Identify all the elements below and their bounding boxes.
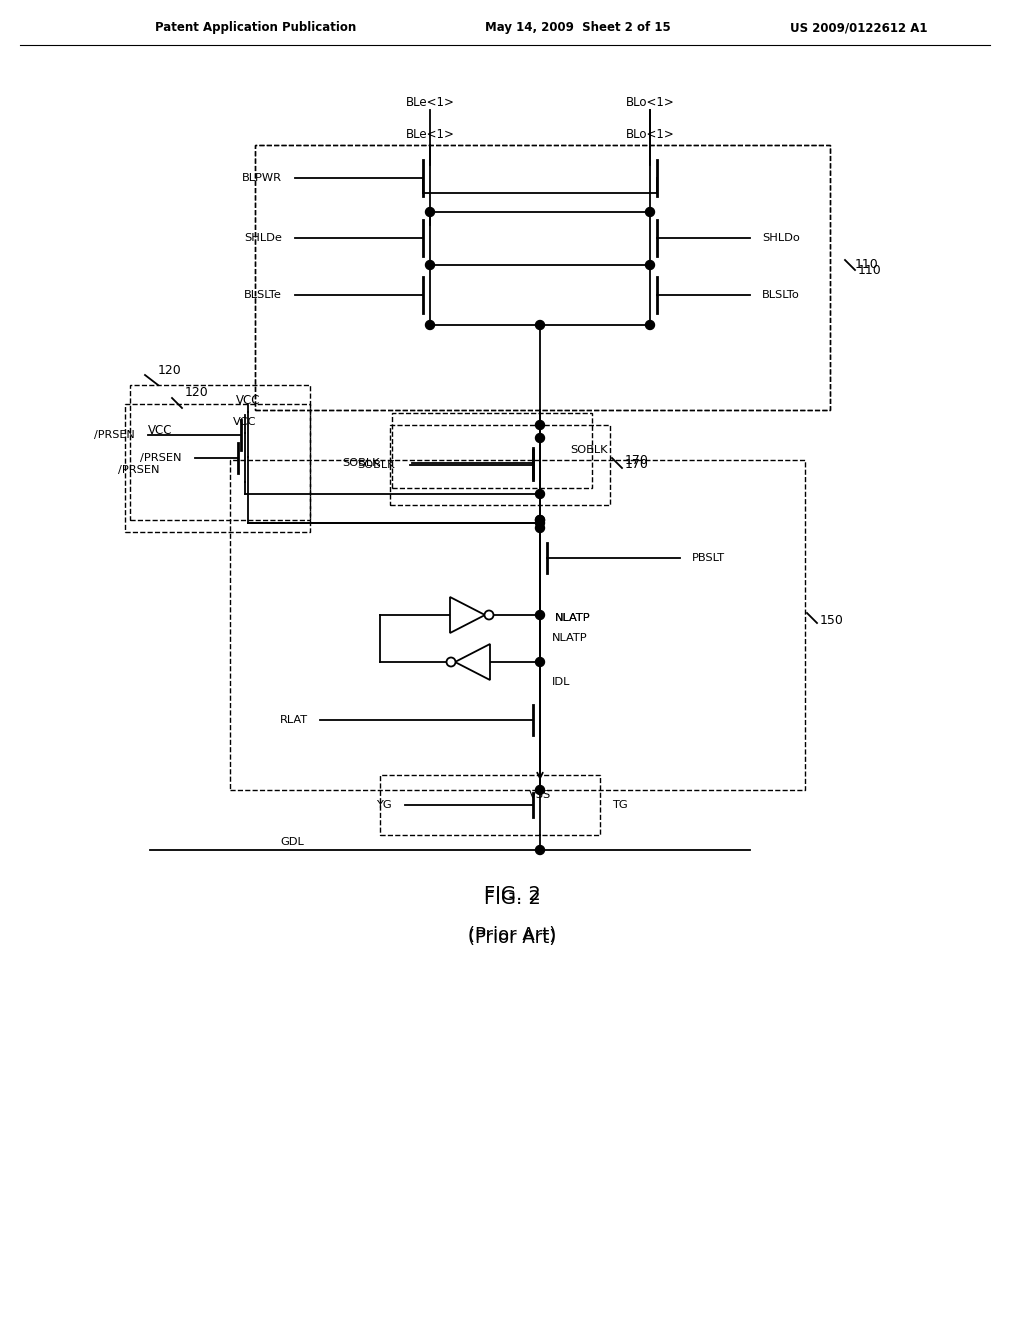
Text: GDL: GDL [280, 837, 304, 847]
Text: YG: YG [377, 800, 392, 810]
Text: SOBLK: SOBLK [570, 445, 608, 455]
Circle shape [536, 610, 545, 619]
Text: /PRSEN: /PRSEN [94, 430, 135, 440]
Bar [392, 413, 592, 488]
Text: BLSLTe: BLSLTe [244, 290, 282, 300]
Bar [255, 145, 830, 411]
Text: May 14, 2009  Sheet 2 of 15: May 14, 2009 Sheet 2 of 15 [485, 21, 671, 34]
Circle shape [645, 207, 654, 216]
Text: NLATP: NLATP [555, 612, 591, 623]
Text: BLSLTo: BLSLTo [762, 290, 800, 300]
Circle shape [536, 519, 545, 528]
Bar [255, 145, 830, 411]
Text: 170: 170 [625, 458, 649, 471]
Text: 170: 170 [625, 454, 649, 466]
Circle shape [484, 610, 494, 619]
Text: 120: 120 [158, 363, 181, 376]
Text: VCC: VCC [233, 417, 257, 426]
Text: BLPWR: BLPWR [242, 173, 282, 183]
Text: 110: 110 [855, 259, 879, 272]
Text: (Prior Art): (Prior Art) [468, 927, 556, 944]
Text: BLo<1>: BLo<1> [626, 95, 675, 108]
Bar [230, 459, 805, 789]
Text: SOBLK: SOBLK [342, 458, 380, 469]
Polygon shape [450, 597, 485, 634]
Text: NLATP: NLATP [552, 634, 588, 643]
Circle shape [645, 260, 654, 269]
Text: (Prior Art): (Prior Art) [468, 929, 556, 946]
Text: TG: TG [612, 800, 628, 810]
Text: SHLDo: SHLDo [762, 234, 800, 243]
Circle shape [536, 516, 545, 524]
Text: 120: 120 [185, 385, 209, 399]
Circle shape [536, 321, 545, 330]
Text: NLATP: NLATP [555, 612, 591, 623]
Bar [125, 404, 310, 532]
Circle shape [426, 207, 434, 216]
Circle shape [426, 321, 434, 330]
Text: /PRSEN: /PRSEN [140, 453, 182, 463]
Circle shape [536, 846, 545, 854]
Circle shape [426, 260, 434, 269]
Text: PBSLT: PBSLT [692, 553, 725, 564]
Circle shape [536, 785, 545, 795]
Text: FIG. 2: FIG. 2 [483, 886, 541, 904]
Text: BLo<1>: BLo<1> [626, 128, 675, 141]
Circle shape [645, 321, 654, 330]
Text: Patent Application Publication: Patent Application Publication [155, 21, 356, 34]
Bar [390, 425, 610, 506]
Text: VCC: VCC [147, 425, 172, 437]
Bar [380, 775, 600, 836]
Text: US 2009/0122612 A1: US 2009/0122612 A1 [790, 21, 928, 34]
Circle shape [536, 657, 545, 667]
Text: BLe<1>: BLe<1> [406, 95, 455, 108]
Bar [130, 385, 310, 520]
Polygon shape [455, 644, 490, 680]
Text: IDL: IDL [552, 677, 570, 686]
Circle shape [536, 433, 545, 442]
Text: 110: 110 [858, 264, 882, 276]
Circle shape [446, 657, 456, 667]
Circle shape [536, 516, 545, 524]
Text: BLe<1>: BLe<1> [406, 128, 455, 141]
Circle shape [536, 421, 545, 429]
Text: /PRSEN: /PRSEN [119, 465, 160, 475]
Text: RLAT: RLAT [280, 715, 308, 725]
Text: 150: 150 [820, 614, 844, 627]
Circle shape [536, 490, 545, 499]
Text: VCC: VCC [236, 393, 260, 407]
Text: SOBLK: SOBLK [357, 459, 395, 470]
Circle shape [536, 524, 545, 532]
Text: VSS: VSS [528, 789, 551, 800]
Text: FIG. 2: FIG. 2 [483, 888, 541, 908]
Text: SHLDe: SHLDe [244, 234, 282, 243]
